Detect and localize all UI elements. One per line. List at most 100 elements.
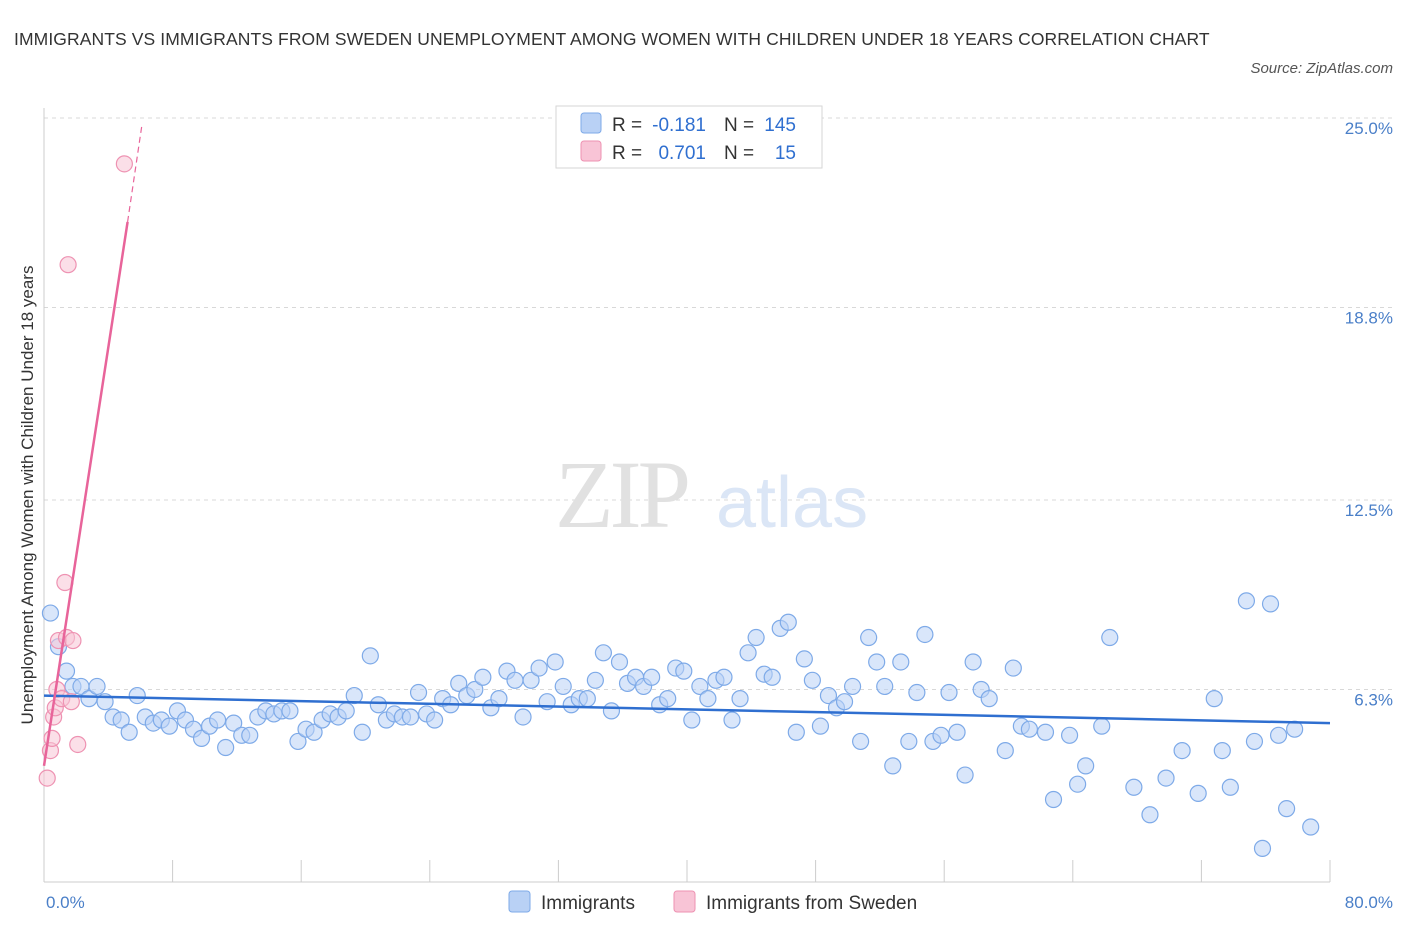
- point-sweden: [38, 769, 56, 787]
- point-immigrants: [932, 726, 950, 744]
- point-immigrants: [843, 677, 862, 696]
- point-immigrants: [426, 711, 444, 729]
- point-immigrants: [643, 668, 661, 686]
- y-tick-label: 12.5%: [1345, 501, 1393, 520]
- point-sweden: [59, 256, 77, 274]
- point-immigrants: [57, 662, 76, 680]
- point-immigrants: [884, 757, 902, 775]
- legend-n-value-1: 145: [764, 115, 796, 136]
- legend-bottom-label-immigrants: Immigrants: [541, 893, 635, 914]
- point-immigrants: [602, 702, 621, 720]
- point-immigrants: [305, 723, 323, 741]
- point-immigrants: [1093, 717, 1111, 735]
- trend-lines: [42, 124, 1331, 767]
- point-immigrants: [281, 702, 299, 720]
- point-immigrants: [88, 677, 106, 696]
- x-tick-label-min: 0.0%: [46, 893, 85, 912]
- watermark: ZIP atlas: [555, 441, 868, 548]
- point-immigrants: [1277, 800, 1296, 818]
- point-immigrants: [1141, 806, 1159, 824]
- point-immigrants: [980, 690, 998, 708]
- point-immigrants: [530, 659, 548, 677]
- chart-title: IMMIGRANTS VS IMMIGRANTS FROM SWEDEN UNE…: [14, 29, 1210, 49]
- y-axis-title: Unemployment Among Women with Children U…: [18, 266, 37, 725]
- legend-r-value-2: 0.701: [658, 143, 706, 164]
- point-immigrants: [739, 644, 757, 662]
- watermark-zip: ZIP: [555, 441, 688, 548]
- point-immigrants: [1060, 726, 1079, 744]
- point-immigrants: [1125, 778, 1143, 796]
- trend-line-immigrants: [43, 694, 1331, 725]
- point-immigrants: [892, 653, 910, 671]
- point-immigrants: [779, 613, 797, 631]
- point-immigrants: [466, 680, 484, 699]
- point-immigrants: [546, 653, 564, 671]
- point-immigrants: [594, 644, 613, 662]
- point-immigrants: [916, 625, 934, 644]
- point-immigrants: [345, 686, 363, 705]
- point-immigrants: [1221, 778, 1239, 796]
- point-immigrants: [128, 686, 146, 705]
- point-immigrants: [860, 628, 878, 647]
- point-immigrants: [490, 690, 508, 708]
- legend-n-label-1: N =: [724, 115, 754, 136]
- point-immigrants: [835, 693, 854, 711]
- point-immigrants: [675, 662, 693, 680]
- point-immigrants: [731, 690, 749, 708]
- point-immigrants: [409, 683, 428, 702]
- x-ticks: [43, 860, 1331, 882]
- point-immigrants: [1044, 790, 1063, 809]
- point-immigrants: [209, 711, 227, 729]
- point-immigrants: [353, 723, 371, 741]
- axes: [43, 108, 1331, 883]
- point-immigrants: [1245, 732, 1264, 751]
- legend-bottom-swatch-sweden: [673, 890, 696, 913]
- point-sweden: [69, 735, 87, 754]
- trend-line-sweden-extension: [126, 124, 143, 222]
- point-immigrants: [289, 732, 307, 751]
- point-immigrants: [1261, 595, 1280, 613]
- point-immigrants: [1036, 723, 1055, 741]
- point-immigrants: [819, 686, 838, 705]
- point-immigrants: [369, 696, 387, 714]
- trend-line-sweden: [42, 221, 129, 767]
- point-immigrants: [1101, 628, 1119, 647]
- point-immigrants: [876, 677, 894, 696]
- point-immigrants: [225, 714, 243, 732]
- point-immigrants: [1237, 592, 1256, 610]
- x-tick-labels: 0.0% 80.0%: [46, 893, 1393, 912]
- point-immigrants: [217, 738, 235, 757]
- point-immigrants: [241, 726, 259, 744]
- point-immigrants: [1077, 757, 1095, 775]
- point-immigrants: [683, 711, 701, 729]
- point-immigrants: [401, 708, 420, 726]
- point-immigrants: [1213, 741, 1231, 760]
- chart-source: Source: ZipAtlas.com: [1250, 60, 1393, 77]
- point-immigrants: [699, 690, 717, 708]
- point-immigrants: [1157, 769, 1175, 787]
- point-immigrants: [1020, 720, 1038, 738]
- point-immigrants: [1253, 839, 1272, 857]
- point-immigrants: [160, 717, 178, 735]
- point-immigrants: [506, 671, 524, 689]
- point-immigrants: [610, 653, 629, 671]
- point-immigrants: [747, 628, 765, 647]
- watermark-atlas: atlas: [716, 463, 868, 543]
- point-immigrants: [964, 653, 982, 671]
- point-immigrants: [192, 729, 211, 747]
- point-sweden: [115, 155, 133, 173]
- legend-r-value-1: -0.181: [652, 115, 706, 136]
- legend-r-label-1: R =: [612, 115, 642, 136]
- legend-n-label-2: N =: [724, 143, 754, 164]
- point-immigrants: [723, 711, 741, 729]
- point-immigrants: [659, 690, 677, 708]
- point-immigrants: [1173, 741, 1191, 760]
- point-immigrants: [522, 671, 540, 689]
- legend-top: R = -0.181 N = 145 R = 0.701 N = 15: [555, 105, 823, 169]
- y-tick-label: 6.3%: [1354, 690, 1393, 709]
- point-immigrants: [337, 702, 355, 720]
- point-immigrants: [803, 671, 821, 689]
- series-immigrants: [41, 592, 1320, 857]
- gridlines: [44, 117, 1395, 690]
